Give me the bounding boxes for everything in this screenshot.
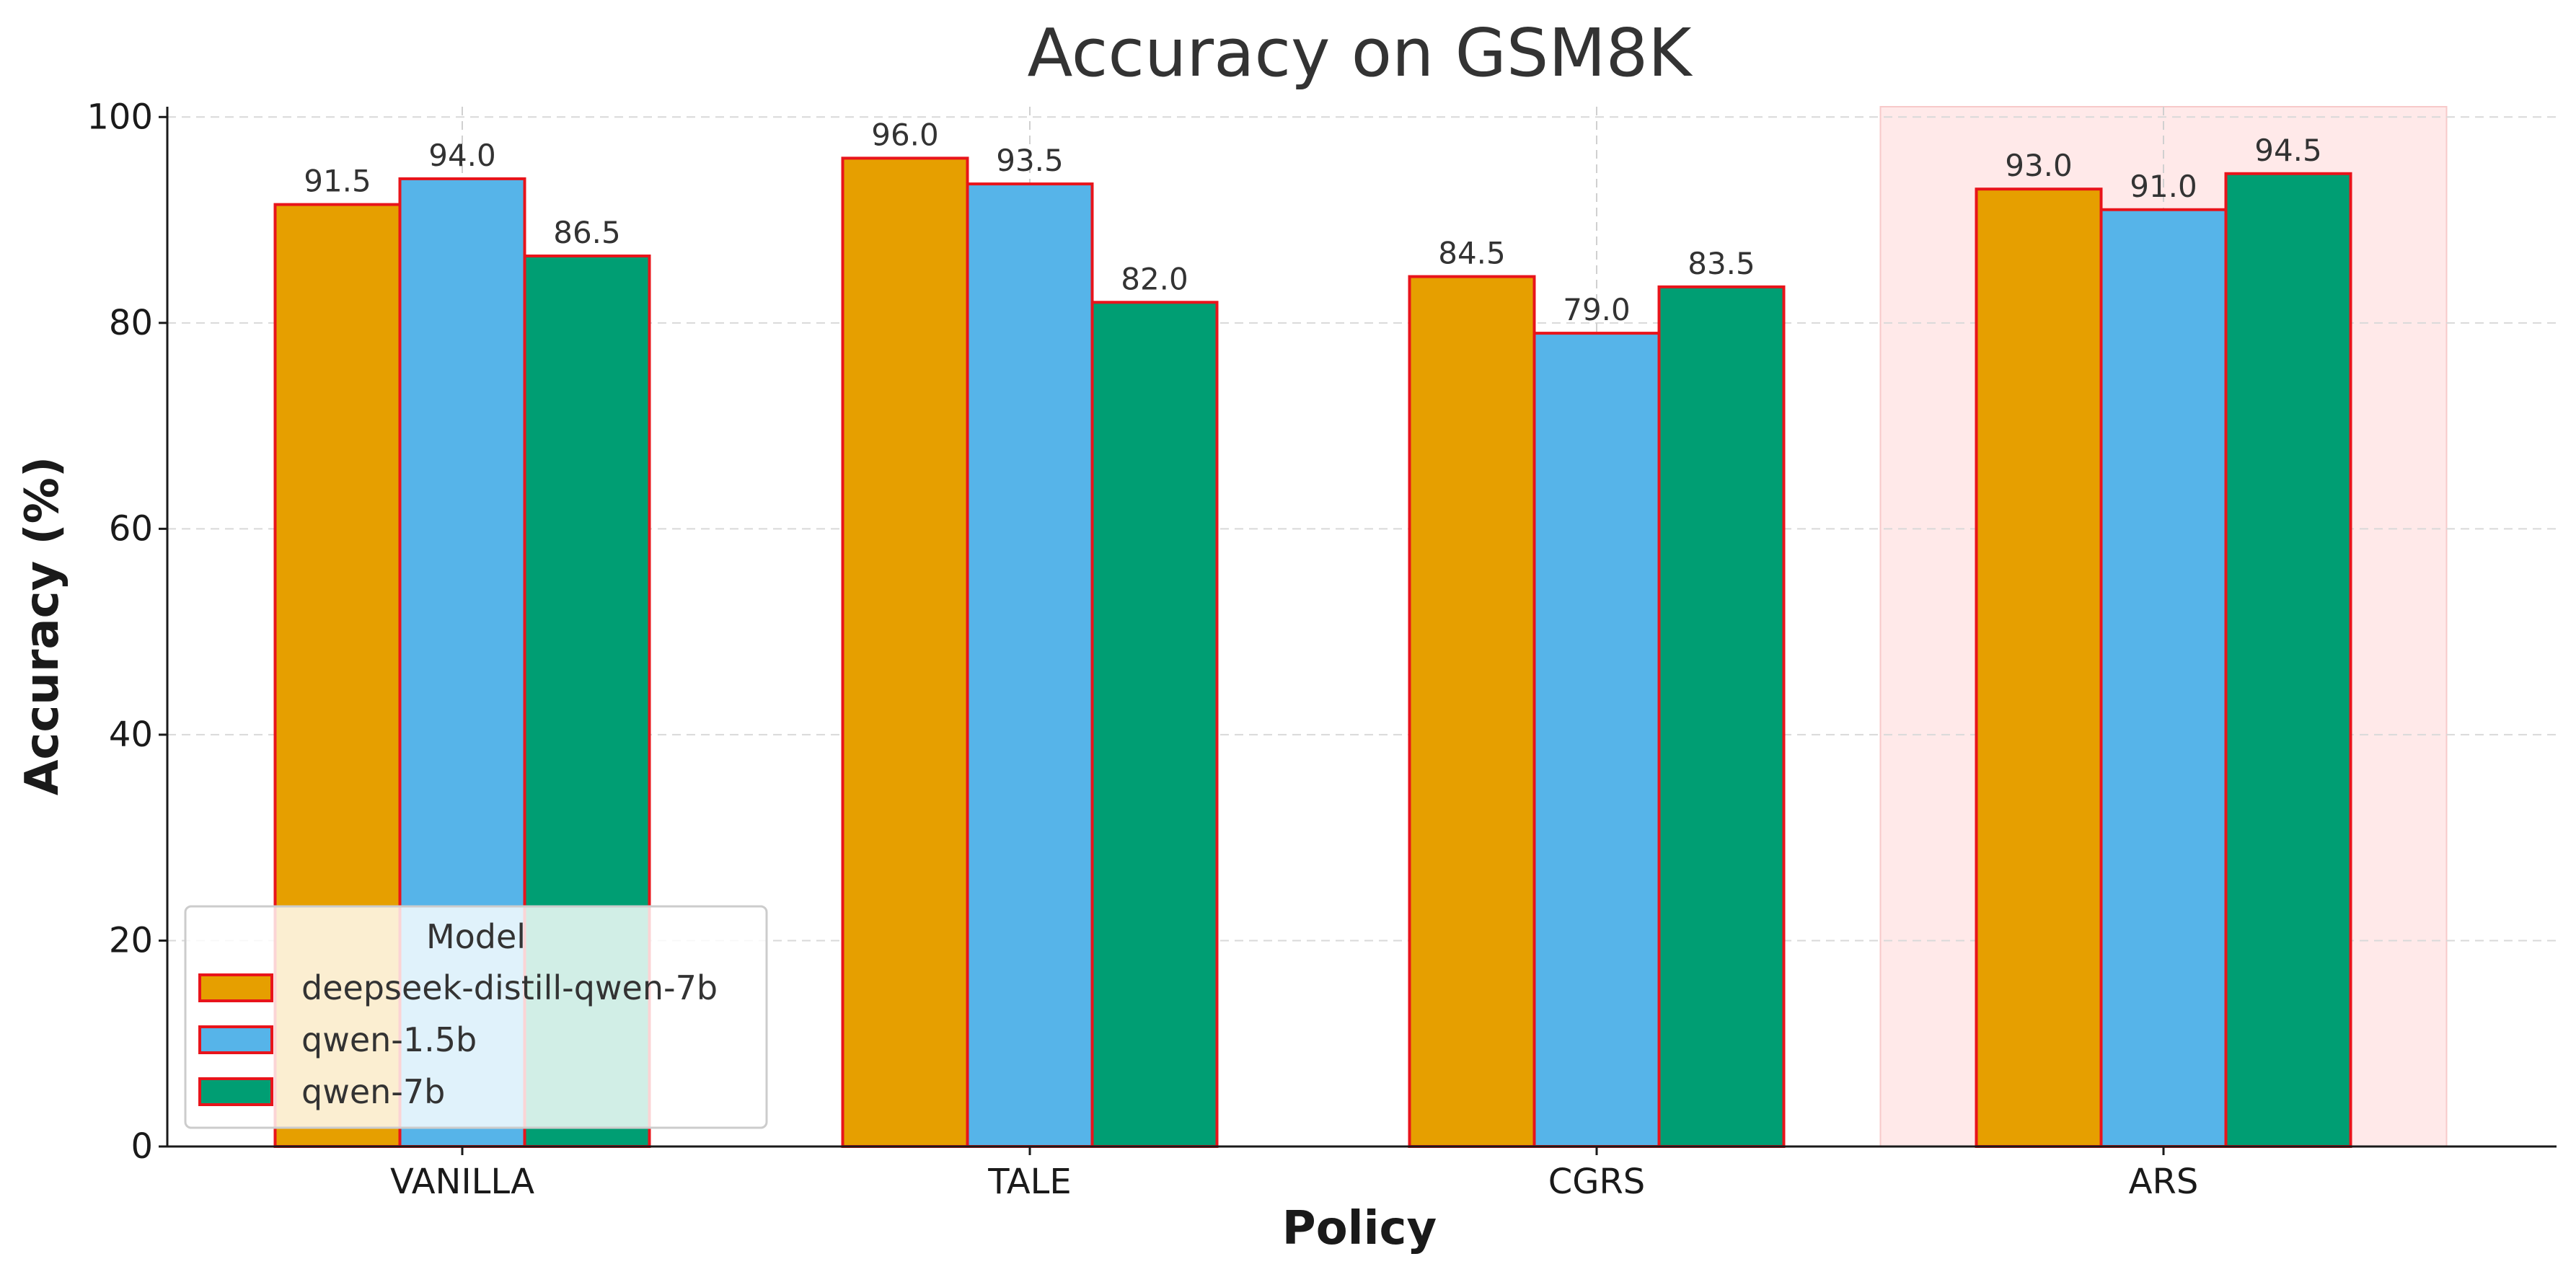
- x-tick-label: TALE: [987, 1162, 1072, 1202]
- bar-value-label: 84.5: [1438, 236, 1506, 271]
- y-tick-label: 20: [109, 920, 153, 960]
- bar-value-label: 91.5: [304, 164, 371, 199]
- y-tick-label: 40: [109, 715, 153, 755]
- y-tick-label: 0: [131, 1126, 153, 1167]
- y-tick-label: 100: [87, 97, 153, 137]
- bar: [2224, 172, 2352, 1148]
- legend-swatch: [198, 973, 273, 1002]
- bar-value-label: 82.0: [1121, 261, 1188, 296]
- legend-entry-label: qwen-7b: [301, 1072, 445, 1111]
- bar: [1532, 332, 1661, 1148]
- y-axis-label: Accuracy (%): [16, 456, 69, 795]
- chart-title: Accuracy on GSM8K: [1027, 14, 1693, 92]
- bar-value-label: 79.0: [1563, 292, 1631, 327]
- bar: [1090, 301, 1219, 1148]
- legend-entry-label: deepseek-distill-qwen-7b: [301, 968, 718, 1007]
- y-tick-label: 80: [109, 303, 153, 343]
- x-axis-label: Policy: [1282, 1202, 1437, 1255]
- value-labels: 91.5 94.0 86.5 96.0 93.5 82.0 84.5 79.0 83.5 93.0…: [304, 117, 2322, 327]
- legend-swatch: [198, 1077, 273, 1106]
- bar: [841, 156, 969, 1149]
- legend-entry-label: qwen-1.5b: [301, 1020, 477, 1059]
- bar-value-label: 96.0: [871, 117, 939, 152]
- bar: [1657, 285, 1786, 1149]
- x-tick-label: ARS: [2129, 1162, 2199, 1202]
- bar-value-label: 94.5: [2254, 133, 2322, 168]
- bar-value-label: 86.5: [553, 215, 621, 250]
- bar-value-label: 94.0: [428, 138, 496, 173]
- legend-swatch: [198, 1025, 273, 1054]
- bar: [1408, 275, 1536, 1149]
- bar: [1975, 187, 2103, 1149]
- y-tick-label: 60: [109, 508, 153, 549]
- legend-frame: [184, 905, 768, 1129]
- bar: [966, 182, 1094, 1148]
- bar-value-label: 93.0: [2005, 148, 2073, 183]
- bar-value-label: 93.5: [996, 143, 1064, 178]
- x-tick-label: CGRS: [1548, 1162, 1646, 1202]
- bar-value-label: 83.5: [1688, 246, 1755, 281]
- bar-value-label: 91.0: [2130, 169, 2197, 204]
- axes: 0 20 40 60 80 100 VANILLA TALE CGRS ARS: [87, 97, 2557, 1202]
- legend: Model deepseek-distill-qwen-7b qwen-1.5b q…: [184, 905, 768, 1129]
- x-tick-label: VANILLA: [390, 1162, 534, 1202]
- legend-title: Model: [426, 917, 526, 956]
- bar: [2099, 208, 2228, 1149]
